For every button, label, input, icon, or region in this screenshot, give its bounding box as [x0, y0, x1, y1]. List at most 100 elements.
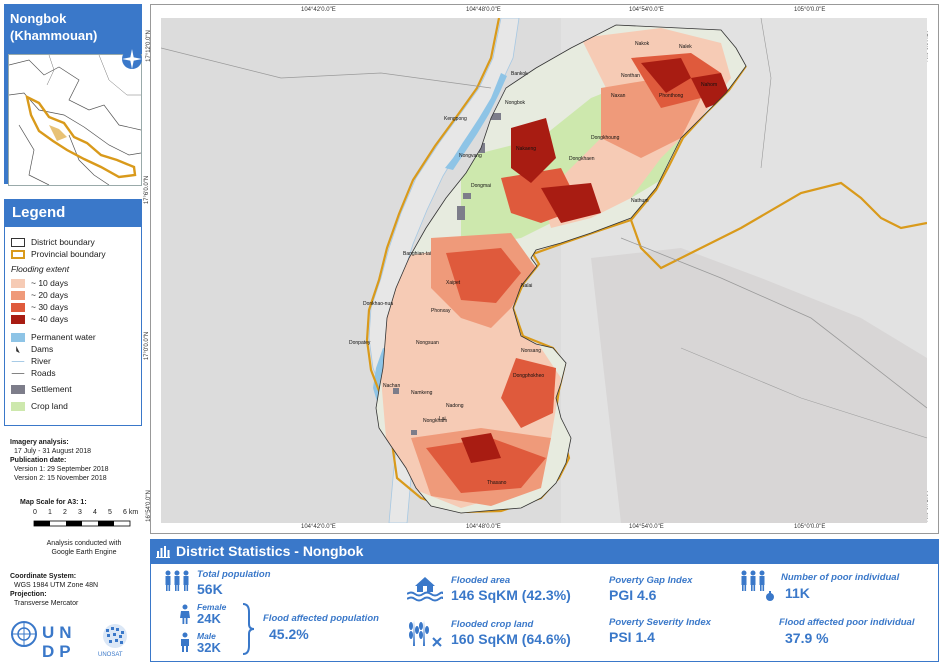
scale-tick: 5: [108, 509, 112, 516]
brace-icon: [242, 603, 255, 655]
scale-tick: 4: [93, 509, 97, 516]
proj-value: Transverse Mercator: [14, 600, 79, 607]
pgi-label: Poverty Gap Index: [609, 575, 693, 586]
place-label: Phonxay: [431, 308, 451, 314]
stats-title: District Statistics - Nongbok: [176, 543, 364, 559]
bar-chart-icon: [156, 546, 170, 558]
scale-tick: 6 km: [123, 509, 139, 516]
place-label: Lai: [439, 416, 446, 422]
map-frame: 104°42'0.0"E 104°48'0.0"E 104°54'0.0"E 1…: [144, 4, 939, 534]
lon-tick-top: 105°0'0.0"E: [794, 7, 826, 13]
analysis-line2: Google Earth Engine: [51, 549, 117, 556]
legend-label: Roads: [31, 368, 56, 378]
legend-label: ~ 20 days: [31, 290, 69, 300]
flooded-crop-label: Flooded crop land: [451, 619, 534, 630]
poor-individuals-label: Number of poor individual: [781, 572, 900, 583]
male-label: Male: [197, 631, 216, 641]
place-label: Bankok: [511, 71, 528, 77]
female-value: 24K: [197, 611, 221, 626]
psi-value: PSI 1.4: [609, 629, 655, 645]
place-label: Nadong: [446, 403, 464, 409]
legend-label: ~ 40 days: [31, 314, 69, 324]
un-emblem-icon: [11, 621, 37, 647]
total-population-value: 56K: [197, 581, 223, 597]
coord-label: Coordinate System:: [10, 573, 77, 580]
scale-tick: 1: [48, 509, 52, 516]
undp-logo: UNDP: [10, 620, 90, 662]
legend-label: Crop land: [31, 401, 68, 411]
lon-tick-bottom: 104°48'0.0"E: [466, 524, 501, 530]
north-arrow-icon: [122, 49, 142, 69]
place-label: Dongphokheo: [513, 373, 545, 379]
legend-label: District boundary: [31, 237, 95, 247]
coordinate-info: Coordinate System: WGS 1984 UTM Zone 48N…: [10, 572, 146, 608]
place-label: Nongvang: [459, 153, 482, 159]
place-label: Naxan: [611, 93, 626, 99]
flooded-house-icon: [407, 577, 443, 602]
place-label: Dongkhaen: [569, 156, 595, 162]
river-line-icon: [11, 361, 25, 362]
flood-affected-poor-value: 37.9 %: [785, 630, 829, 646]
place-label: Dongkhoung: [591, 135, 620, 141]
place-label: Thasano: [487, 480, 507, 486]
flood-40-swatch: [11, 315, 25, 324]
place-label: Donpatey: [349, 340, 371, 346]
flood-map[interactable]: Nalek Nakok Nahom Bankok Nongbok Nonthan…: [161, 18, 927, 523]
unosat-emblem-icon: [98, 622, 132, 652]
pgi-value: PGI 4.6: [609, 587, 657, 603]
analysis-credit: Analysis conducted with Google Earth Eng…: [25, 539, 143, 557]
place-label: Dongmai: [471, 183, 492, 189]
lat-tick-left: 17°12'0.0"N: [145, 30, 152, 62]
lon-tick-top: 104°54'0.0"E: [629, 7, 664, 13]
place-label: Nonthan: [621, 73, 640, 79]
scale-bar-graphic: [33, 520, 131, 527]
district-boundary-swatch: [11, 238, 25, 247]
male-value: 32K: [197, 640, 221, 655]
proj-label: Projection:: [10, 591, 47, 598]
unosat-wordmark: UNOSAT: [98, 652, 123, 658]
place-label: Banghian-tai: [403, 251, 432, 257]
legend-label: River: [31, 356, 51, 366]
flooded-crop-icon: [409, 620, 442, 647]
flood-10-swatch: [11, 279, 25, 288]
place-label: Nongkham: [423, 418, 448, 424]
population-icon: [165, 570, 189, 591]
lon-tick-bottom: 105°0'0.0"E: [794, 524, 826, 530]
place-labels: Nalek Nakok Nahom Bankok Nongbok Nonthan…: [161, 18, 927, 523]
lon-tick-bottom: 104°42'0.0"E: [301, 524, 336, 530]
psi-label: Poverty Severity Index: [609, 617, 711, 628]
lon-tick-bottom: 104°54'0.0"E: [629, 524, 664, 530]
lon-tick-top: 104°42'0.0"E: [301, 7, 336, 13]
title-line1: Nongbok: [10, 11, 67, 26]
title-box: Nongbok (Khammouan): [4, 4, 142, 186]
female-label: Female: [197, 602, 227, 612]
scale-bar: 0 1 2 3 4 5 6 km: [33, 509, 145, 531]
place-label: Phonthong: [659, 93, 684, 99]
poor-individuals-icon: [741, 570, 774, 601]
place-label: Nonsang: [521, 348, 542, 354]
legend-label: ~ 30 days: [31, 302, 69, 312]
dam-icon: [16, 345, 20, 354]
scale-label-text: Map Scale for A3: 1:: [20, 499, 87, 506]
publication-label: Publication date:: [10, 457, 67, 464]
place-label: Donkhao-nua: [363, 301, 394, 307]
road-line-icon: [11, 373, 25, 374]
female-icon: [180, 604, 190, 624]
stats-panel: Total population 56K Female 24K Male 32K…: [150, 563, 939, 662]
flood-affected-poor-label: Flood affected poor individual: [779, 617, 915, 628]
flood-30-swatch: [11, 303, 25, 312]
lat-tick-left: 16°54'0.0"N: [145, 490, 152, 522]
flood-20-swatch: [11, 291, 25, 300]
scale-tick: 3: [78, 509, 82, 516]
flood-map-graphic: [161, 18, 927, 523]
scale-tick: 2: [63, 509, 67, 516]
flood-affected-population-value: 45.2%: [269, 626, 309, 642]
place-label: Nathum: [631, 198, 649, 204]
place-label: Nongsuan: [416, 340, 439, 346]
analysis-line1: Analysis conducted with: [46, 540, 122, 547]
lon-tick-top: 104°48'0.0"E: [466, 7, 501, 13]
legend-label: Flooding extent: [11, 264, 70, 274]
legend: District boundary Provincial boundary Fl…: [4, 226, 142, 426]
imagery-info: Imagery analysis: 17 July - 31 August 20…: [10, 438, 146, 483]
scale-tick: 0: [33, 509, 37, 516]
